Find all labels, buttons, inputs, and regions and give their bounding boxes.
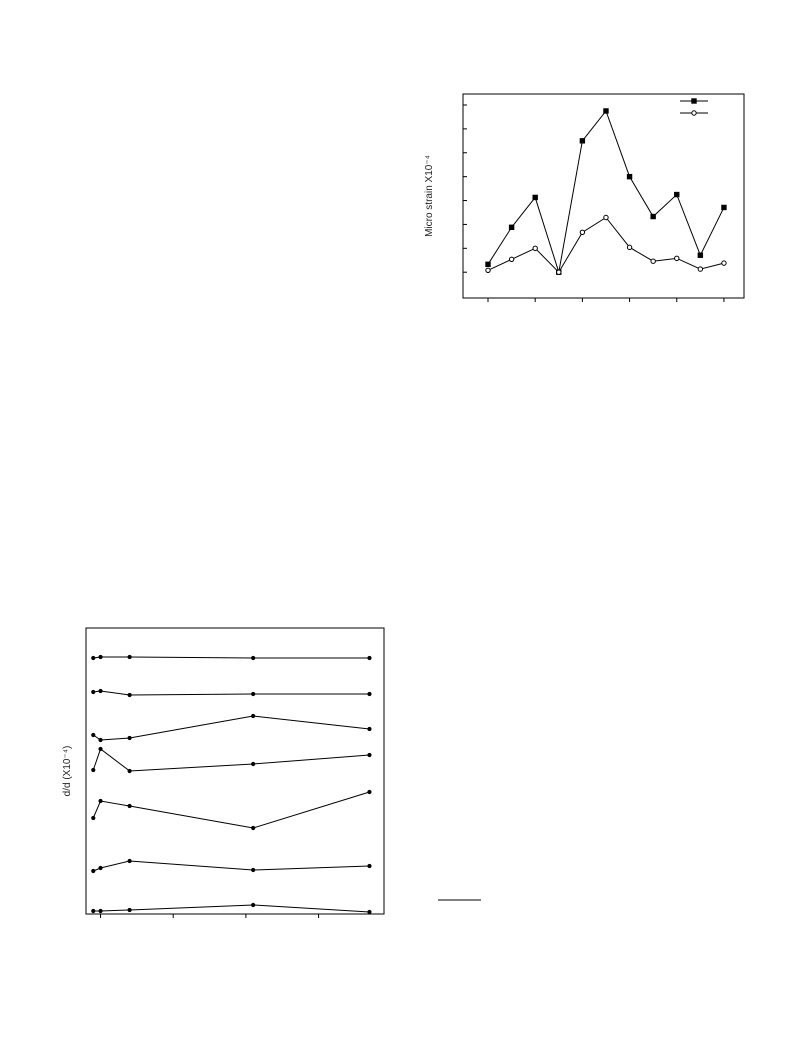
series-line <box>92 715 370 741</box>
point <box>674 191 680 198</box>
y-axis-label: d/d (X10⁻⁴) <box>62 746 73 797</box>
y-axis-label: Micro strain X10⁻⁴ <box>424 155 435 237</box>
series-line <box>92 791 370 829</box>
point <box>127 692 132 698</box>
point <box>98 654 103 660</box>
point <box>127 803 132 809</box>
point <box>697 266 704 272</box>
legend-symbol <box>691 110 697 116</box>
point <box>98 746 103 752</box>
point <box>626 244 633 251</box>
plot-frame <box>462 93 745 299</box>
point <box>532 194 538 201</box>
point <box>98 798 103 804</box>
point <box>367 863 372 869</box>
series-line <box>487 109 725 273</box>
point <box>91 767 96 773</box>
point <box>485 267 491 273</box>
legend-symbol <box>691 98 697 104</box>
point <box>251 713 256 719</box>
point <box>251 867 256 873</box>
point <box>721 204 727 211</box>
point <box>251 655 256 661</box>
point <box>91 815 96 821</box>
point <box>367 691 372 697</box>
point <box>508 224 515 230</box>
series-line <box>93 690 370 696</box>
point <box>485 261 491 268</box>
point <box>508 256 515 263</box>
point <box>91 689 96 695</box>
point <box>98 865 103 871</box>
point <box>367 789 372 795</box>
point <box>721 260 727 266</box>
point <box>98 737 103 743</box>
point <box>91 732 96 738</box>
point <box>127 907 132 913</box>
point <box>650 213 656 220</box>
point <box>579 229 586 236</box>
point <box>697 252 704 258</box>
point <box>367 726 372 732</box>
point <box>91 868 96 874</box>
series-line <box>93 656 370 659</box>
point <box>367 909 372 915</box>
point <box>127 768 132 774</box>
point <box>98 688 103 694</box>
point <box>367 752 372 758</box>
point <box>251 691 256 697</box>
point <box>91 908 96 914</box>
series-line <box>92 748 370 772</box>
point <box>603 108 609 114</box>
series-line <box>93 860 370 872</box>
point <box>650 258 656 264</box>
point <box>251 825 256 831</box>
series-line <box>93 904 370 913</box>
point <box>603 214 609 221</box>
point <box>127 735 132 741</box>
point <box>127 654 132 660</box>
point <box>579 138 586 144</box>
point <box>127 858 132 864</box>
point <box>626 173 633 180</box>
point <box>251 761 256 767</box>
point <box>556 269 562 275</box>
point <box>367 655 372 661</box>
point <box>98 908 103 914</box>
point <box>674 255 680 262</box>
point <box>532 245 538 252</box>
point <box>251 902 256 908</box>
plot-frame <box>85 627 385 915</box>
point <box>91 655 96 661</box>
